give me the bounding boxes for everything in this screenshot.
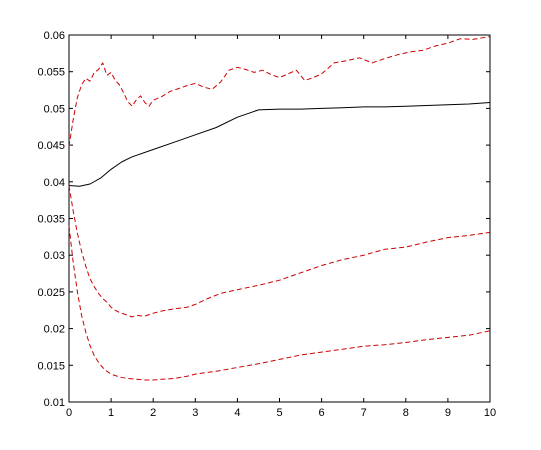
- x-tick-label: 8: [403, 407, 409, 419]
- axis-tick-labels: 0 1 2 3 4 5 6 7 8 9 10 0.01 0.015 0.02 0.025 0.03 0.035 0…: [37, 30, 496, 419]
- y-tick-label: 0.015: [37, 360, 65, 372]
- series-line-2: [68, 36, 491, 147]
- x-tick-label: 0: [66, 407, 72, 419]
- x-tick-label: 4: [234, 407, 240, 419]
- x-tick-label: 6: [319, 407, 325, 419]
- y-tick-label: 0.04: [44, 177, 65, 189]
- y-tick-label: 0.03: [44, 250, 65, 262]
- x-tick-label: 1: [108, 407, 114, 419]
- x-tick-label: 10: [484, 407, 496, 419]
- plot-area: [68, 34, 491, 403]
- y-tick-label: 0.06: [44, 30, 65, 42]
- y-tick-label: 0.045: [37, 140, 65, 152]
- y-tick-label: 0.01: [44, 397, 65, 409]
- chart-series: [68, 36, 491, 381]
- x-tick-label: 3: [192, 407, 198, 419]
- y-tick-label: 0.02: [44, 324, 65, 336]
- y-tick-label: 0.05: [44, 103, 65, 115]
- y-tick-label: 0.055: [37, 67, 65, 79]
- axis-ticks: [68, 34, 491, 403]
- x-tick-label: 7: [361, 407, 367, 419]
- x-tick-label: 2: [150, 407, 156, 419]
- series-line-1: [68, 102, 491, 187]
- y-tick-label: 0.025: [37, 287, 65, 299]
- series-line-4: [68, 225, 491, 381]
- x-tick-label: 5: [276, 407, 282, 419]
- series-line-3: [68, 185, 491, 318]
- y-tick-label: 0.035: [37, 214, 65, 226]
- x-tick-label: 9: [445, 407, 451, 419]
